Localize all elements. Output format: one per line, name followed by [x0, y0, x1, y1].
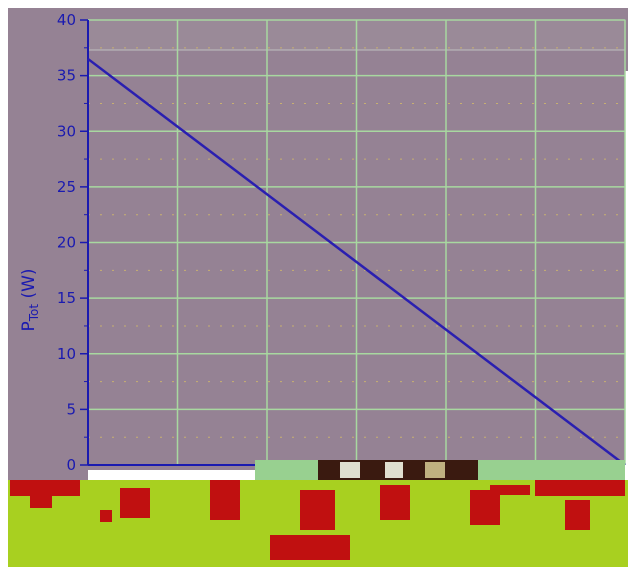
y-axis-label: PTot (W) [19, 268, 41, 331]
grid [88, 19, 626, 465]
left-band [8, 60, 88, 480]
y-tick-label: 35 [57, 67, 76, 85]
y-axis-label-unit: (W) [19, 268, 39, 303]
y-tick-label: 0 [66, 456, 76, 474]
series [87, 57, 626, 466]
y-tick-label: 10 [57, 345, 76, 363]
bottom-dark-blocks [318, 460, 478, 480]
bottom-red-blocks [10, 480, 625, 560]
y-tick-label: 25 [57, 178, 76, 196]
y-axis-label-symbol: P [19, 321, 39, 331]
y-axis-label-subscript: Tot [27, 304, 41, 323]
y-tick-label: 15 [57, 289, 76, 307]
y-tick-label: 40 [57, 11, 76, 29]
y-ticks: 0 5 10 15 20 25 30 35 40 [57, 11, 88, 474]
y-tick-label: 20 [57, 234, 76, 252]
y-tick-label: 30 [57, 122, 76, 140]
series-line [87, 57, 626, 466]
y-tick-label: 5 [66, 400, 76, 418]
